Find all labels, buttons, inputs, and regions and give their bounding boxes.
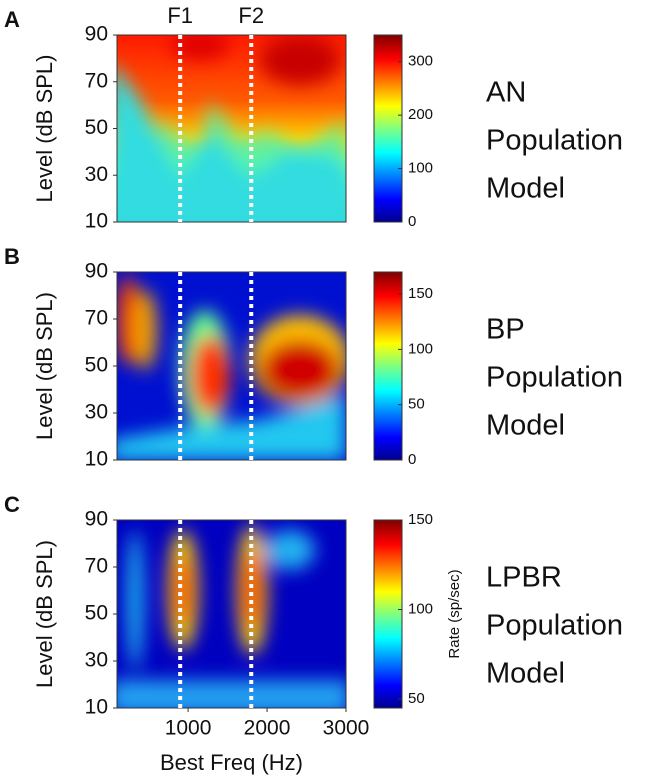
- colorbar-tick-label: 100: [408, 600, 433, 617]
- y-tick-label: 50: [85, 602, 108, 625]
- y-tick-label: 70: [85, 555, 108, 578]
- panel-label: C: [4, 492, 20, 517]
- side-text: Population: [486, 610, 623, 642]
- y-tick-label: 30: [85, 163, 108, 186]
- colorbar-frame: [373, 519, 403, 709]
- side-text: Population: [486, 125, 623, 157]
- y-tick-label: 50: [85, 116, 108, 139]
- colorbar-tick-label: 100: [408, 160, 433, 177]
- heatmap-c: [117, 520, 346, 708]
- y-tick-label: 90: [85, 23, 108, 46]
- y-tick-label: 10: [85, 696, 108, 719]
- x-tick-label: 2000: [244, 717, 291, 740]
- y-tick-label: 90: [85, 260, 108, 283]
- colorbar-tick-label: 100: [408, 340, 433, 357]
- colorbar-frame: [373, 271, 403, 461]
- panel-label: B: [4, 244, 20, 269]
- colorbar-tick-label: 300: [408, 53, 433, 70]
- side-text: BP: [486, 314, 525, 346]
- colorbar-frame: [373, 34, 403, 223]
- y-tick-label: 10: [85, 210, 108, 233]
- y-axis-label: Level (dB SPL): [32, 292, 57, 440]
- colorbar: [374, 35, 402, 222]
- y-axis-label: Level (dB SPL): [32, 540, 57, 688]
- side-text: Population: [486, 362, 623, 394]
- formant-label: F2: [238, 3, 264, 28]
- side-text: LPBR: [486, 562, 562, 594]
- y-tick-label: 10: [85, 448, 108, 471]
- colorbar-tick-label: 50: [408, 396, 425, 413]
- colorbar-tick-label: 0: [408, 213, 416, 230]
- side-text: Model: [486, 173, 565, 205]
- panel-label: A: [4, 7, 20, 32]
- y-tick-label: 50: [85, 354, 108, 377]
- heatmap-b: [117, 272, 346, 460]
- y-tick-label: 70: [85, 69, 108, 92]
- x-tick-label: 3000: [323, 717, 370, 740]
- colorbar-tick-label: 0: [408, 451, 416, 468]
- side-text: Model: [486, 658, 565, 690]
- x-tick-label: 1000: [165, 717, 212, 740]
- colorbar-label: Rate (sp/sec): [446, 569, 463, 658]
- y-tick-label: 30: [85, 649, 108, 672]
- formant-label: F1: [167, 3, 193, 28]
- heatmap-a: [117, 35, 346, 222]
- colorbar-tick-label: 150: [408, 285, 433, 302]
- y-tick-label: 30: [85, 401, 108, 424]
- colorbar-tick-label: 50: [408, 690, 425, 707]
- colorbar-tick-label: 200: [408, 106, 433, 123]
- colorbar-tick-label: 150: [408, 511, 433, 528]
- y-axis-label: Level (dB SPL): [32, 55, 57, 203]
- colorbar: [374, 272, 402, 460]
- side-text: AN: [486, 77, 526, 109]
- side-text: Model: [486, 410, 565, 442]
- y-tick-label: 90: [85, 508, 108, 531]
- x-axis-label: Best Freq (Hz): [160, 750, 303, 775]
- colorbar: [374, 520, 402, 708]
- y-tick-label: 70: [85, 307, 108, 330]
